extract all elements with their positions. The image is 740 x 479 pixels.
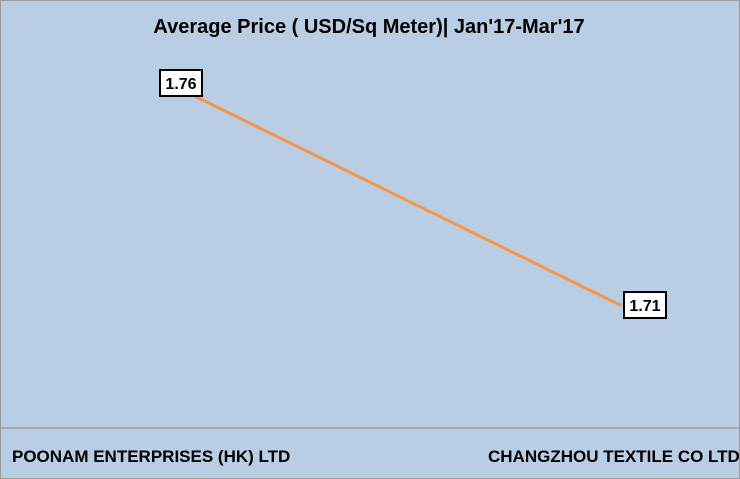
data-label-box xyxy=(159,69,203,97)
data-label-box xyxy=(623,291,667,319)
x-tick-label: POONAM ENTERPRISES (HK) LTD xyxy=(12,447,290,466)
data-label-layer: 1.76 1.71 xyxy=(159,69,667,319)
data-point xyxy=(618,303,622,307)
series-line xyxy=(166,81,622,307)
data-label: 1.71 xyxy=(629,298,660,315)
data-label: 1.76 xyxy=(165,76,196,93)
x-tick-layer: POONAM ENTERPRISES (HK) LTD CHANGZHOU TEX… xyxy=(12,447,740,466)
chart-title: Average Price ( USD/Sq Meter)| Jan'17-Ma… xyxy=(153,16,584,38)
x-tick-label: CHANGZHOU TEXTILE CO LTD xyxy=(488,447,740,466)
